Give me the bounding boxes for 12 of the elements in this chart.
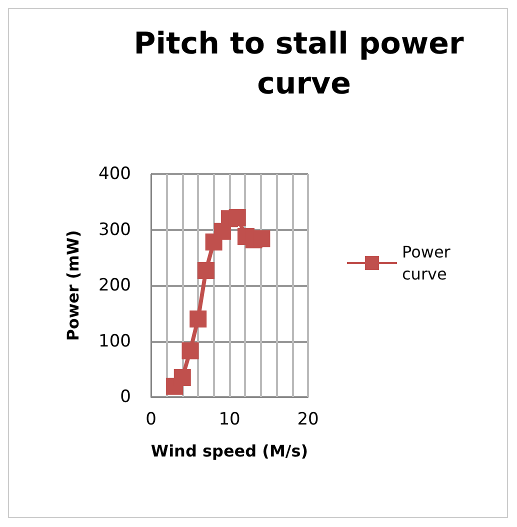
x-tick-label: 0 (146, 410, 156, 430)
y-axis-title: Power (mW) (64, 230, 82, 341)
y-tick-label: 100 (98, 331, 131, 352)
x-tick-label: 20 (297, 410, 319, 430)
x-tick-label: 10 (218, 410, 240, 430)
chart-title: Pitch to stall power curve (134, 26, 474, 102)
y-tick-label: 0 (120, 387, 131, 407)
y-tick-label: 300 (98, 220, 131, 240)
y-tick-label: 400 (98, 164, 131, 184)
legend-label: Power curve (402, 242, 456, 284)
x-axis-title: Wind speed (M/s) (150, 442, 308, 460)
y-tick-label: 200 (98, 276, 131, 296)
